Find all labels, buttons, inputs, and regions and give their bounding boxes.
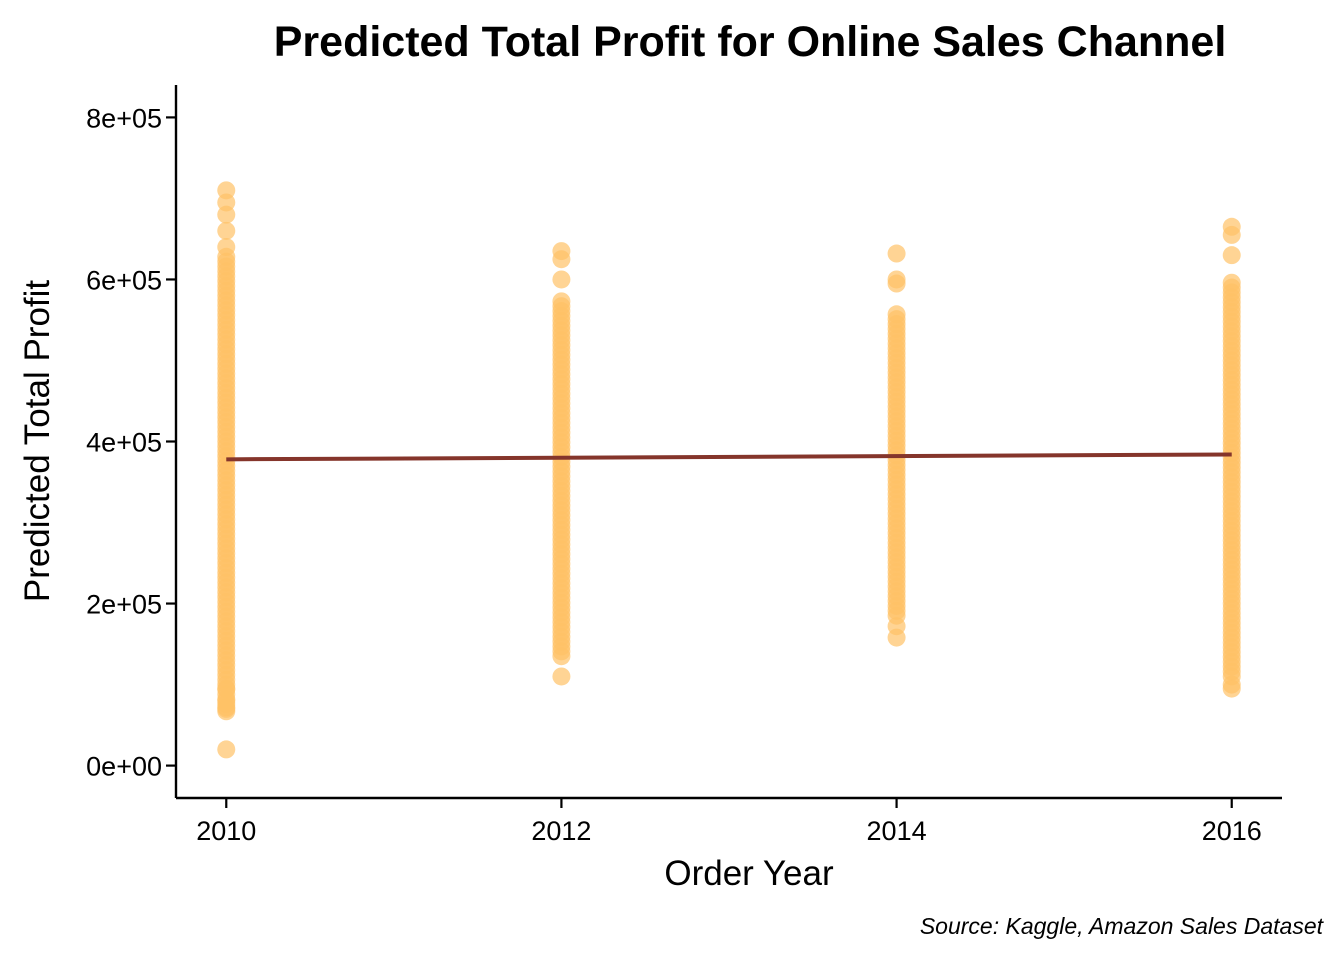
y-tick-label: 6e+05 — [86, 265, 162, 295]
scatter-point-outlier — [217, 181, 236, 200]
y-tick-label: 4e+05 — [86, 428, 162, 458]
scatter-point-outlier — [217, 740, 236, 759]
x-axis-ticks: 2010 2012 2014 2016 — [196, 798, 1262, 846]
y-axis-title: Predicted Total Profit — [18, 280, 57, 603]
scatter-point-outlier — [552, 270, 571, 289]
chart-title: Predicted Total Profit for Online Sales … — [274, 18, 1227, 66]
y-tick-label: 8e+05 — [86, 103, 162, 133]
scatter-point-outlier — [1222, 246, 1241, 265]
scatter-points — [217, 181, 1241, 759]
trend-line — [226, 452, 1232, 462]
scatter-point — [1222, 273, 1241, 292]
scatter-point — [887, 305, 906, 324]
y-axis-ticks: 0e+00 2e+05 4e+05 6e+05 8e+05 — [86, 103, 176, 782]
y-tick-label: 2e+05 — [86, 590, 162, 620]
scatter-point-outlier — [217, 221, 236, 240]
x-tick-label: 2014 — [867, 816, 927, 846]
scatter-point-outlier — [552, 667, 571, 686]
source-caption: Source: Kaggle, Amazon Sales Dataset — [920, 913, 1325, 939]
scatter-point-outlier — [1222, 217, 1241, 236]
y-tick-label: 0e+00 — [86, 752, 162, 782]
trend-line-group — [226, 452, 1232, 462]
x-tick-label: 2016 — [1202, 816, 1262, 846]
scatter-point-outlier — [887, 244, 906, 263]
scatter-point-outlier — [887, 617, 906, 636]
x-tick-label: 2010 — [196, 816, 256, 846]
scatter-point — [552, 292, 571, 311]
scatter-point-outlier — [887, 270, 906, 289]
scatter-point-outlier — [1222, 675, 1241, 694]
x-axis-title: Order Year — [664, 854, 834, 893]
x-tick-label: 2012 — [531, 816, 591, 846]
scatter-point-outlier — [217, 679, 236, 698]
scatter-point-outlier — [217, 238, 236, 257]
scatter-point-outlier — [552, 242, 571, 261]
